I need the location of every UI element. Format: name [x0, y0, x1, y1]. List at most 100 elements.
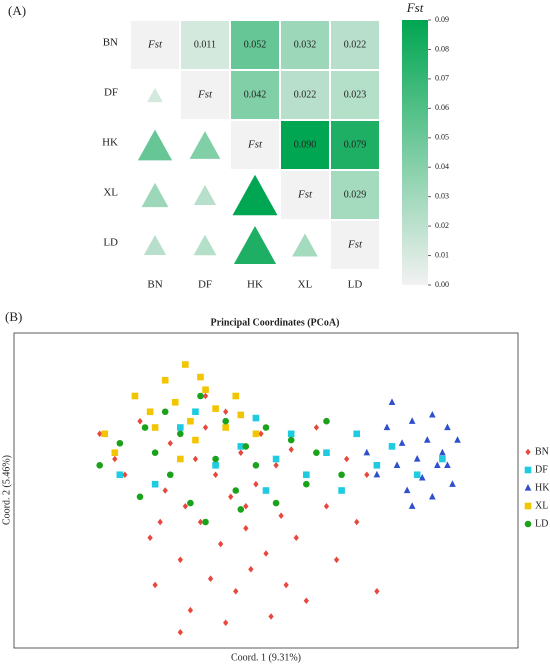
- point: [151, 480, 159, 488]
- diagonal-label: Fst: [147, 39, 163, 51]
- x-axis-label: Coord. 1 (9.31%): [231, 652, 301, 663]
- point: [439, 448, 446, 456]
- point: [141, 424, 149, 431]
- point: [429, 492, 436, 500]
- point: [101, 430, 109, 438]
- point: [363, 448, 371, 456]
- point: [237, 411, 245, 419]
- point: [202, 424, 209, 431]
- point: [161, 408, 169, 416]
- point: [182, 502, 188, 510]
- point: [423, 436, 431, 443]
- point: [232, 392, 240, 400]
- row-label: HK: [102, 137, 118, 149]
- column-label: DF: [198, 279, 212, 291]
- point: [166, 471, 174, 479]
- colorbar-tick-label: 0.03: [435, 191, 449, 200]
- point: [268, 613, 274, 620]
- heat-cell: [281, 21, 329, 69]
- point: [403, 486, 411, 494]
- point: [413, 455, 421, 462]
- point: [182, 361, 189, 368]
- triangle-mark: [193, 184, 217, 206]
- column-label: BN: [147, 279, 162, 291]
- point: [283, 581, 289, 589]
- panel-label: (A): [8, 3, 26, 18]
- panel-label: (B): [5, 309, 22, 324]
- heat-cell: [331, 121, 379, 169]
- heat-cell: [331, 71, 379, 119]
- point: [111, 449, 119, 456]
- point: [303, 597, 309, 605]
- point: [237, 506, 245, 513]
- legend-label: BN: [535, 446, 549, 457]
- point: [228, 493, 234, 501]
- point: [232, 487, 240, 494]
- row-label: BN: [103, 37, 118, 49]
- point: [131, 392, 139, 400]
- colorbar-tick-label: 0.06: [435, 103, 449, 112]
- point: [272, 455, 280, 463]
- diagonal-cell: [181, 71, 229, 119]
- point: [116, 439, 124, 447]
- colorbar-tick-label: 0.08: [435, 44, 449, 53]
- point: [192, 455, 199, 463]
- point: [354, 518, 360, 526]
- point: [449, 480, 456, 487]
- point: [177, 424, 184, 431]
- point: [162, 487, 168, 494]
- point: [152, 581, 158, 589]
- point: [151, 449, 159, 457]
- point: [393, 461, 401, 468]
- heat-cell: [281, 71, 329, 119]
- legend-marker: [524, 520, 532, 528]
- point: [262, 424, 270, 431]
- cell-label: 0.032: [294, 39, 317, 50]
- point: [323, 502, 330, 510]
- point: [97, 430, 103, 438]
- point: [96, 462, 103, 469]
- cell-label: 0.042: [244, 89, 267, 100]
- point: [187, 417, 194, 425]
- point: [171, 399, 179, 406]
- point: [207, 575, 214, 582]
- point: [293, 534, 299, 542]
- colorbar-title: Fst: [406, 0, 424, 15]
- legend-marker: [525, 448, 531, 456]
- heat-cell: [231, 71, 279, 119]
- point: [323, 449, 330, 456]
- point: [287, 436, 295, 444]
- cell-label: 0.029: [344, 189, 367, 200]
- point: [218, 540, 224, 548]
- cell-label: 0.022: [294, 89, 317, 100]
- cell-label: 0.079: [344, 139, 367, 150]
- cell-label: 0.023: [344, 89, 367, 100]
- point: [252, 462, 260, 469]
- point: [278, 512, 284, 519]
- colorbar-tick-label: 0.00: [435, 280, 449, 289]
- point: [434, 461, 441, 468]
- point: [197, 392, 204, 400]
- point: [243, 525, 249, 532]
- point: [253, 480, 259, 488]
- point: [136, 493, 144, 501]
- triangle-mark: [292, 233, 318, 257]
- diagonal-cell: [131, 21, 179, 69]
- legend-label: HK: [535, 482, 550, 493]
- point: [197, 373, 204, 381]
- point: [242, 443, 250, 450]
- point: [223, 619, 229, 627]
- point: [454, 436, 461, 443]
- point: [323, 417, 330, 425]
- colorbar-tick-label: 0.04: [435, 162, 449, 171]
- point: [252, 414, 260, 422]
- point: [243, 502, 249, 510]
- colorbar-tick-label: 0.07: [435, 74, 449, 83]
- point: [233, 588, 239, 595]
- chart-title: Principal Coordinates (PCoA): [211, 317, 340, 328]
- cell-label: 0.090: [294, 139, 317, 150]
- triangle-mark: [137, 129, 173, 161]
- legend-label: DF: [535, 464, 548, 475]
- column-label: LD: [348, 279, 363, 291]
- point: [177, 556, 183, 564]
